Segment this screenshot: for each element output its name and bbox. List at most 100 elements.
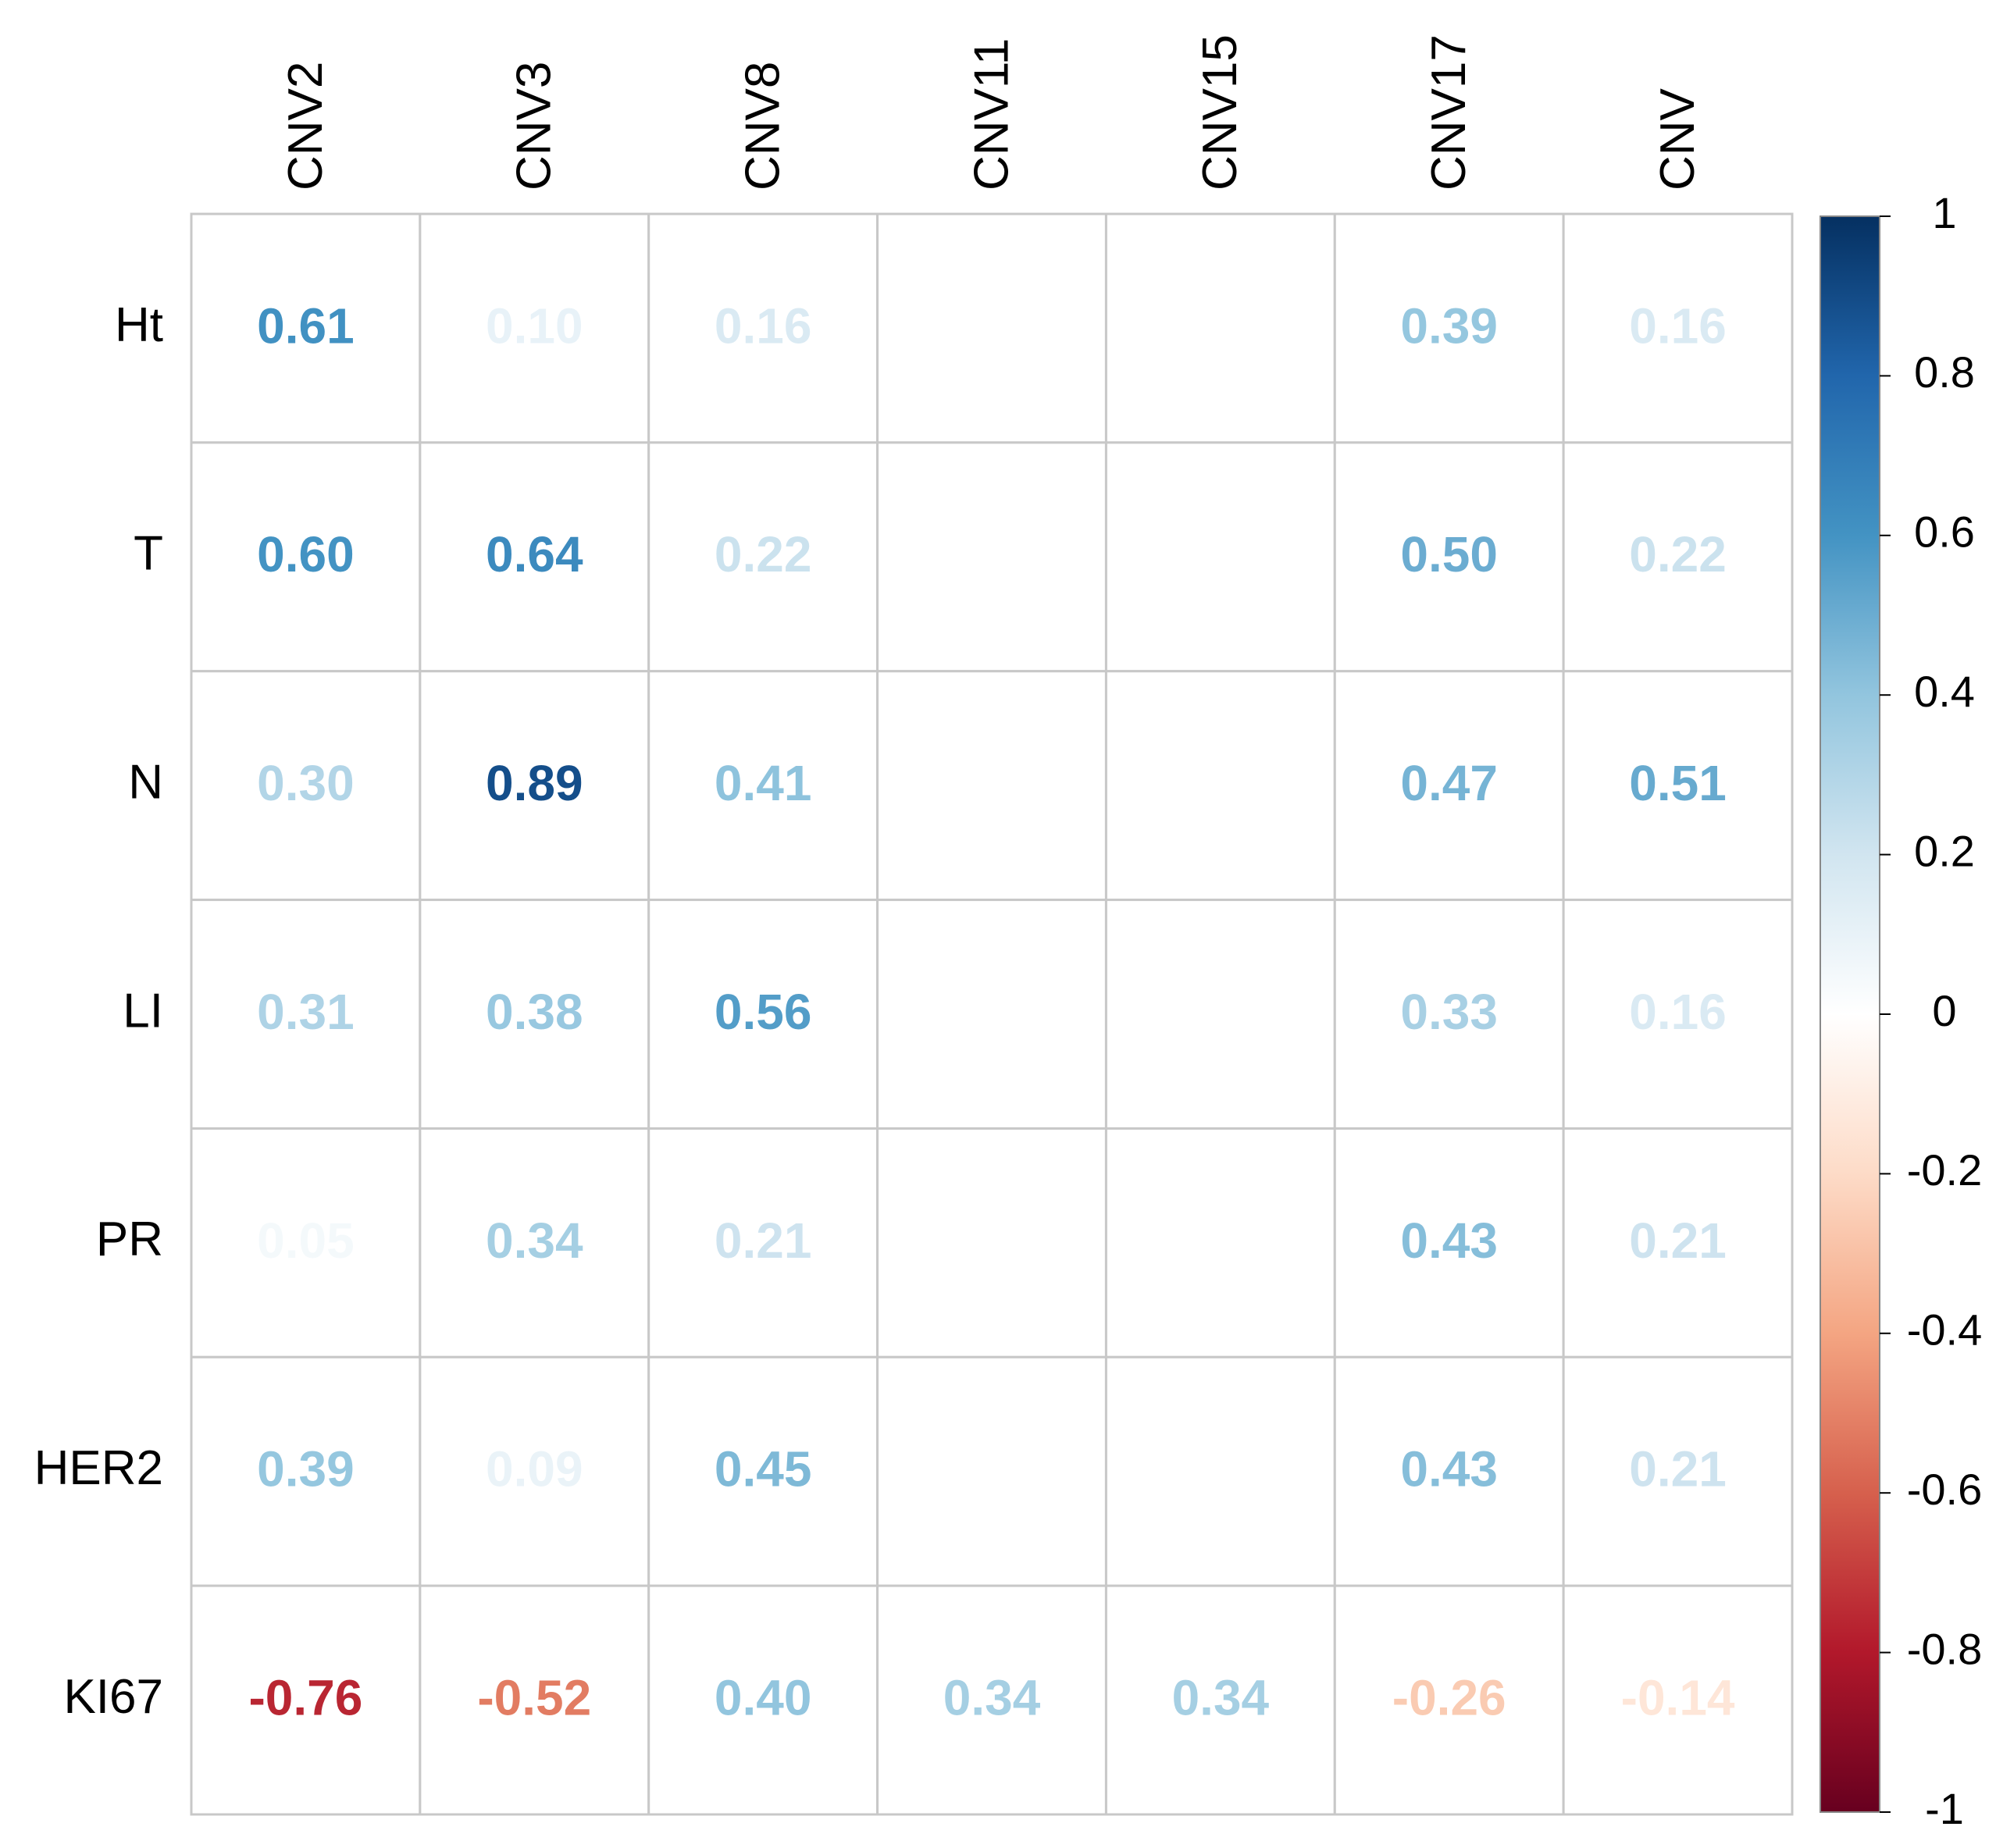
cell xyxy=(190,899,422,1130)
value-label: -0.26 xyxy=(1392,1669,1506,1725)
cell xyxy=(1104,1355,1336,1587)
value-label: 0.10 xyxy=(486,297,583,354)
value-label: 0.38 xyxy=(486,984,583,1040)
value-label: 0.56 xyxy=(715,984,812,1040)
cell xyxy=(647,1355,879,1587)
value-label: 0.00 xyxy=(943,526,1041,582)
value-label: 0.21 xyxy=(1629,1441,1727,1497)
cell xyxy=(190,670,422,902)
cell xyxy=(647,1584,879,1816)
value-label: 0.60 xyxy=(257,526,355,582)
colorbar-tick-label: 1 xyxy=(1932,188,1956,237)
cell xyxy=(1104,1584,1336,1816)
row-label: PR xyxy=(96,1212,163,1266)
value-label: 0.43 xyxy=(1400,1441,1498,1497)
cell xyxy=(1333,1584,1565,1816)
column-label: CNV8 xyxy=(736,62,790,190)
value-label: 0.00 xyxy=(943,755,1041,811)
column-label: CNV15 xyxy=(1193,34,1247,190)
value-label: 0.64 xyxy=(486,526,583,582)
cell xyxy=(1104,670,1336,902)
value-label: 0.00 xyxy=(943,297,1041,354)
column-label: CNV xyxy=(1651,87,1705,190)
row-label: Ht xyxy=(115,298,163,352)
colorbar-tick-label: 0.2 xyxy=(1914,826,1975,875)
value-label: 0.00 xyxy=(1172,1212,1270,1269)
cell xyxy=(1562,670,1794,902)
value-label: -0.76 xyxy=(248,1669,362,1725)
value-label: 0.09 xyxy=(486,1441,583,1497)
value-label: 0.16 xyxy=(1629,984,1727,1040)
value-label: 0.50 xyxy=(1400,526,1498,582)
cell xyxy=(190,1584,422,1816)
value-label: 0.00 xyxy=(1172,526,1270,582)
cell xyxy=(647,1127,879,1358)
value-label: 0.33 xyxy=(1400,984,1498,1040)
cell xyxy=(876,212,1107,444)
value-label: 0.41 xyxy=(715,755,812,811)
cell xyxy=(1333,670,1565,902)
row-label: T xyxy=(134,527,163,581)
cell xyxy=(1104,212,1336,444)
column-label: CNV3 xyxy=(508,62,561,190)
cell xyxy=(190,1127,422,1358)
cell xyxy=(1562,899,1794,1130)
value-label: 0.00 xyxy=(943,984,1041,1040)
row-label: KI67 xyxy=(63,1670,163,1724)
column-label: CNV17 xyxy=(1422,34,1476,190)
cell xyxy=(190,212,422,444)
value-label: 0.00 xyxy=(943,1212,1041,1269)
value-label: -0.14 xyxy=(1621,1669,1735,1725)
value-label: 0.00 xyxy=(943,1441,1041,1497)
row-label: HER2 xyxy=(34,1441,163,1495)
cell xyxy=(876,670,1107,902)
value-label: -0.52 xyxy=(477,1669,591,1725)
cell xyxy=(647,441,879,673)
column-label: CNV2 xyxy=(279,62,333,190)
value-label: 0.16 xyxy=(715,297,812,354)
cell xyxy=(190,1355,422,1587)
cell xyxy=(1562,441,1794,673)
value-label: 0.39 xyxy=(257,1441,355,1497)
colorbar-tick-label: -0.2 xyxy=(1907,1145,1983,1195)
colorbar-tick-label: -0.8 xyxy=(1907,1624,1983,1673)
colorbar-tick-label: 0.6 xyxy=(1914,507,1975,557)
value-label: 0.21 xyxy=(1629,1212,1727,1269)
cell xyxy=(419,212,650,444)
cell xyxy=(876,1584,1107,1816)
value-label: 0.34 xyxy=(1172,1669,1270,1725)
cell xyxy=(1333,212,1565,444)
value-label: 0.05 xyxy=(257,1212,355,1269)
value-label: 0.45 xyxy=(715,1441,812,1497)
colorbar-tick-label: -0.6 xyxy=(1907,1465,1983,1514)
colorbar-tick-label: -1 xyxy=(1925,1784,1964,1833)
colorbar xyxy=(1820,215,1880,1813)
colorbar-tick-label: -0.4 xyxy=(1907,1305,1983,1355)
cell xyxy=(1562,1127,1794,1358)
cell xyxy=(876,1355,1107,1587)
cell xyxy=(876,899,1107,1130)
value-label: 0.00 xyxy=(1172,297,1270,354)
colorbar-tick-label: 0 xyxy=(1932,986,1956,1035)
value-label: 0.47 xyxy=(1400,755,1498,811)
value-label: 0.00 xyxy=(1172,984,1270,1040)
value-label: 0.30 xyxy=(257,755,355,811)
value-label: 0.51 xyxy=(1629,755,1727,811)
value-label: 0.89 xyxy=(486,755,583,811)
cell xyxy=(419,1355,650,1587)
cell xyxy=(419,670,650,902)
colorbar-tick-label: 0.4 xyxy=(1914,667,1975,716)
value-label: 0.34 xyxy=(486,1212,583,1269)
cell xyxy=(1562,1355,1794,1587)
row-label: LI xyxy=(123,984,163,1038)
value-label: 0.39 xyxy=(1400,297,1498,354)
colorbar-tick-label: 0.8 xyxy=(1914,347,1975,397)
cell xyxy=(647,670,879,902)
value-label: 0.22 xyxy=(1629,526,1727,582)
value-label: 0.22 xyxy=(715,526,812,582)
cell xyxy=(647,212,879,444)
value-label: 0.00 xyxy=(1172,1441,1270,1497)
value-label: 0.34 xyxy=(943,1669,1041,1725)
cell xyxy=(1562,1584,1794,1816)
